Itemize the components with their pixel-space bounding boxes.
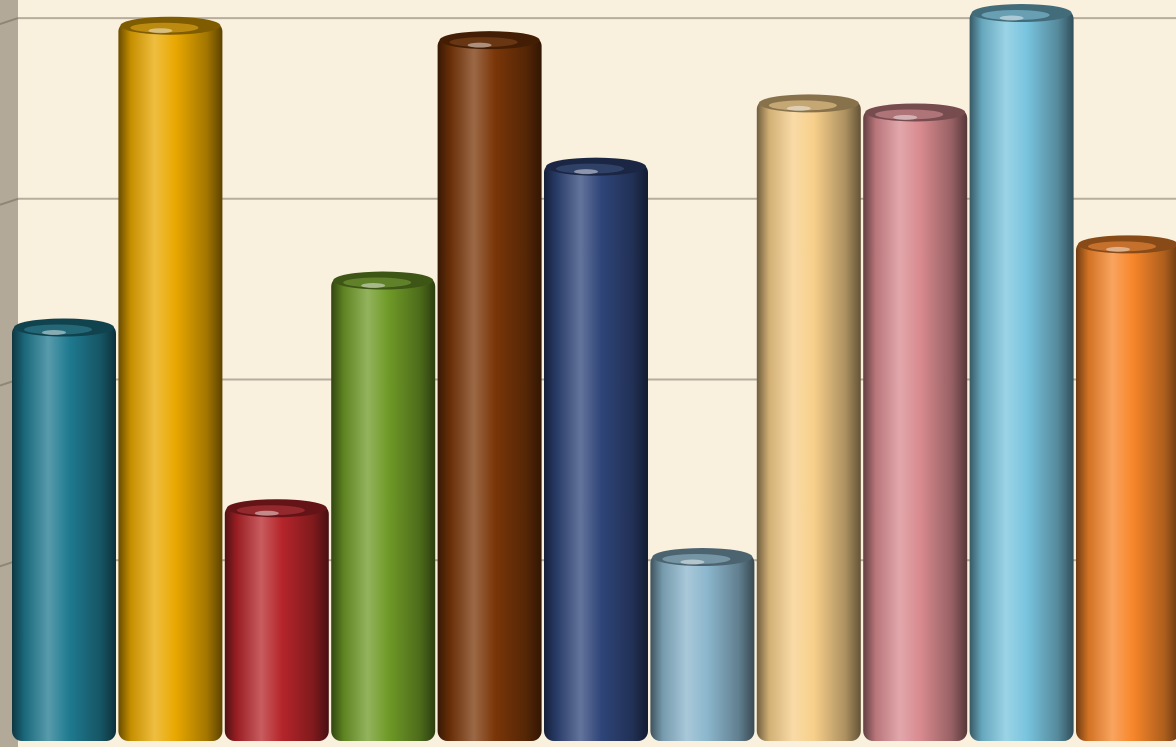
- bar-glint: [786, 105, 811, 111]
- bar-glint: [254, 510, 279, 516]
- bar-glint: [1106, 246, 1130, 252]
- bar-body: [331, 276, 436, 741]
- bar-cap-highlight: [662, 554, 731, 565]
- bar-body: [1076, 240, 1176, 741]
- bar: [12, 318, 116, 741]
- bar-cap-highlight: [556, 163, 624, 174]
- bar-glint: [42, 330, 66, 336]
- bar-glint: [680, 559, 705, 565]
- bar: [437, 31, 542, 741]
- bar: [1076, 235, 1176, 741]
- bar: [969, 4, 1074, 742]
- bar: [756, 94, 861, 741]
- bar-glint: [148, 28, 173, 34]
- bar-body: [12, 323, 116, 741]
- gridline-side: [0, 17, 19, 26]
- bar-glint: [999, 15, 1024, 21]
- bars: [12, 4, 1176, 742]
- bar-glint: [574, 169, 598, 175]
- bar-cap-highlight: [236, 505, 305, 516]
- bar-body: [224, 504, 329, 741]
- bar-cap-highlight: [1088, 241, 1156, 252]
- bar-body: [756, 99, 861, 741]
- bar: [224, 499, 329, 741]
- bar: [331, 271, 436, 741]
- bar-cap-highlight: [768, 100, 837, 111]
- bar: [650, 548, 755, 741]
- gridline-side: [0, 197, 19, 206]
- bar: [118, 16, 223, 741]
- bar-cap-highlight: [24, 324, 92, 335]
- bar-body: [544, 162, 648, 741]
- bar-body: [118, 21, 223, 741]
- bar-cap-highlight: [875, 109, 944, 120]
- bar-cap-highlight: [130, 22, 199, 33]
- bar-cap-highlight: [449, 37, 518, 48]
- bar: [863, 103, 968, 741]
- bar-body: [969, 9, 1074, 742]
- bar: [544, 157, 648, 741]
- bar-body: [650, 553, 755, 741]
- bar-glint: [893, 114, 918, 120]
- bar-cap-highlight: [981, 10, 1050, 21]
- bar-body: [437, 36, 542, 741]
- bar-body: [863, 108, 968, 741]
- bar-glint: [467, 42, 492, 48]
- bar-cap-highlight: [343, 277, 412, 288]
- bar-glint: [361, 283, 386, 289]
